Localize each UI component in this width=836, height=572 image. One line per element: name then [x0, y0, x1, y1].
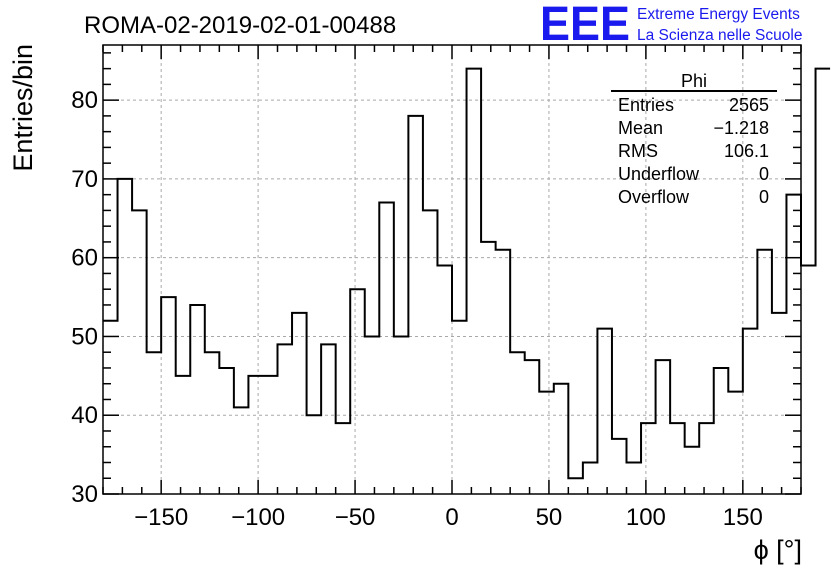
stats-value: 0: [759, 164, 769, 184]
x-tick-labels: −150 −100 −50 0 50 100 150: [134, 504, 763, 531]
y-tick-label: 50: [71, 323, 98, 350]
stats-box-title: Phi: [681, 71, 707, 91]
stats-label: Underflow: [618, 164, 700, 184]
eee-logo: EEE Extreme Energy Events La Scienza nel…: [540, 0, 802, 51]
stats-label: Mean: [618, 118, 663, 138]
y-tick-label: 80: [71, 87, 98, 114]
stats-value: 2565: [729, 95, 769, 115]
logo-line-2: La Scienza nelle Scuole: [637, 27, 802, 44]
y-axis-label: Entries/bin: [8, 44, 38, 172]
x-tick-label: 50: [536, 504, 563, 531]
eee-logo-mark: EEE: [540, 0, 630, 51]
stats-value: 106.1: [724, 141, 769, 161]
y-tick-label: 30: [71, 481, 98, 508]
y-tick-label: 60: [71, 245, 98, 272]
x-tick-label: −150: [134, 504, 188, 531]
x-axis-label: ϕ [°]: [754, 535, 802, 565]
chart-title: ROMA-02-2019-02-01-00488: [84, 12, 396, 39]
stats-label: RMS: [618, 141, 658, 161]
stats-value: −1.218: [713, 118, 769, 138]
histogram-outline: [103, 67, 831, 480]
y-tick-label: 40: [71, 402, 98, 429]
stats-label: Overflow: [618, 187, 690, 207]
stats-value: 0: [759, 187, 769, 207]
x-tick-label: 0: [445, 504, 458, 531]
stats-box: Phi Entries 2565 Mean −1.218 RMS 106.1 Underfl…: [611, 71, 777, 207]
axis-ticks: [102, 45, 802, 495]
logo-line-1: Extreme Energy Events: [637, 6, 800, 23]
y-tick-labels: 30 40 50 60 70 80: [71, 87, 98, 508]
x-tick-label: −50: [335, 504, 376, 531]
x-tick-label: 150: [723, 504, 763, 531]
stats-label: Entries: [618, 95, 674, 115]
x-tick-label: 100: [626, 504, 666, 531]
x-tick-label: −100: [231, 504, 285, 531]
grid-lines: [103, 45, 801, 495]
y-tick-label: 70: [71, 166, 98, 193]
